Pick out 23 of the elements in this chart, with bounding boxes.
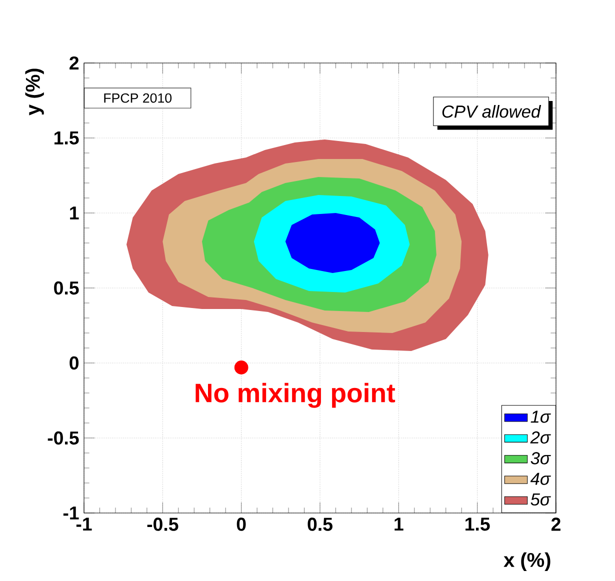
annotation: FPCP 2010	[104, 93, 172, 103]
annotation: No mixing point	[196, 382, 396, 408]
y-tick-label: -1	[63, 506, 79, 520]
y-tick-label: 1.5	[54, 131, 79, 145]
y-tick-label: 2	[70, 56, 79, 70]
legend-label: 4σ	[530, 472, 551, 485]
x-axis-title: x (%)	[504, 552, 550, 571]
x-tick-label: 1.5	[466, 518, 490, 531]
y-tick-label: -0.5	[48, 431, 79, 445]
legend-label: 3σ	[530, 452, 551, 464]
y-tick-label: 0	[70, 356, 79, 370]
x-tick-label: -0.5	[147, 518, 178, 531]
legend-label: 2σ	[530, 431, 551, 444]
y-tick-label: 0.5	[54, 281, 79, 295]
y-tick-label: 1	[70, 206, 79, 220]
x-tick-label: 2	[551, 518, 560, 531]
x-tick-label: 0	[236, 518, 246, 531]
x-tick-label: 1	[394, 518, 404, 531]
y-axis-title: y (%)	[25, 68, 44, 116]
legend-label: 1σ	[530, 410, 551, 423]
annotation: CPV allowed	[442, 104, 542, 118]
legend-label: 5σ	[530, 493, 551, 506]
x-tick-label: 0.5	[308, 518, 332, 531]
